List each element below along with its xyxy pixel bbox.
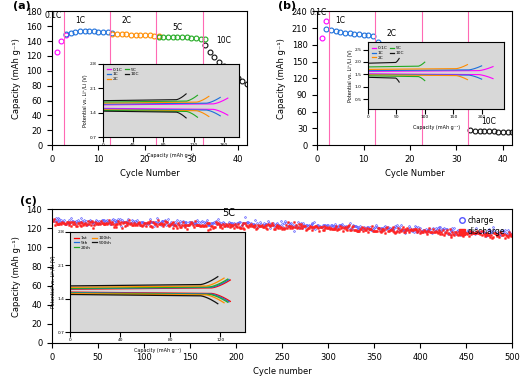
Text: 2C: 2C (386, 29, 396, 38)
Y-axis label: Capacity (mAh g⁻¹): Capacity (mAh g⁻¹) (12, 38, 21, 119)
Y-axis label: Capacity (mAh g⁻¹): Capacity (mAh g⁻¹) (12, 235, 21, 317)
Text: 5C: 5C (222, 208, 235, 218)
charge (483, 234, 489, 239)
charge (509, 233, 515, 238)
discharge (427, 230, 433, 235)
Line: charge: charge (52, 216, 513, 237)
discharge (271, 226, 278, 231)
discharge (489, 236, 495, 241)
Text: (c): (c) (20, 196, 37, 206)
Line: discharge: discharge (52, 219, 513, 239)
Text: 10C: 10C (482, 117, 497, 126)
Text: 0.1C: 0.1C (310, 8, 327, 17)
charge (269, 223, 275, 228)
discharge (500, 232, 506, 237)
discharge (51, 217, 57, 222)
Text: (a): (a) (13, 1, 31, 11)
Text: 1C: 1C (75, 16, 85, 25)
X-axis label: Cycle number: Cycle number (253, 367, 311, 376)
charge (500, 229, 506, 234)
Text: 1C: 1C (335, 16, 345, 26)
discharge (50, 219, 56, 223)
X-axis label: Cycle Number: Cycle Number (385, 170, 445, 178)
charge (242, 215, 249, 219)
Text: (b): (b) (278, 1, 296, 11)
discharge (324, 226, 330, 231)
Text: 5C: 5C (451, 70, 462, 79)
Text: 10C: 10C (216, 36, 231, 45)
Text: 2C: 2C (121, 16, 131, 25)
charge (50, 218, 56, 222)
discharge (299, 226, 305, 231)
Legend: charge, discharge: charge, discharge (456, 213, 509, 240)
Y-axis label: Capacity (mAh g⁻¹): Capacity (mAh g⁻¹) (277, 38, 286, 119)
discharge (509, 232, 515, 236)
charge (271, 222, 278, 227)
charge (324, 223, 330, 227)
X-axis label: Cycle Number: Cycle Number (120, 170, 179, 178)
discharge (269, 221, 275, 226)
charge (299, 226, 305, 230)
Text: 0.1C: 0.1C (45, 11, 62, 19)
charge (427, 227, 433, 231)
Text: 5C: 5C (172, 23, 183, 32)
